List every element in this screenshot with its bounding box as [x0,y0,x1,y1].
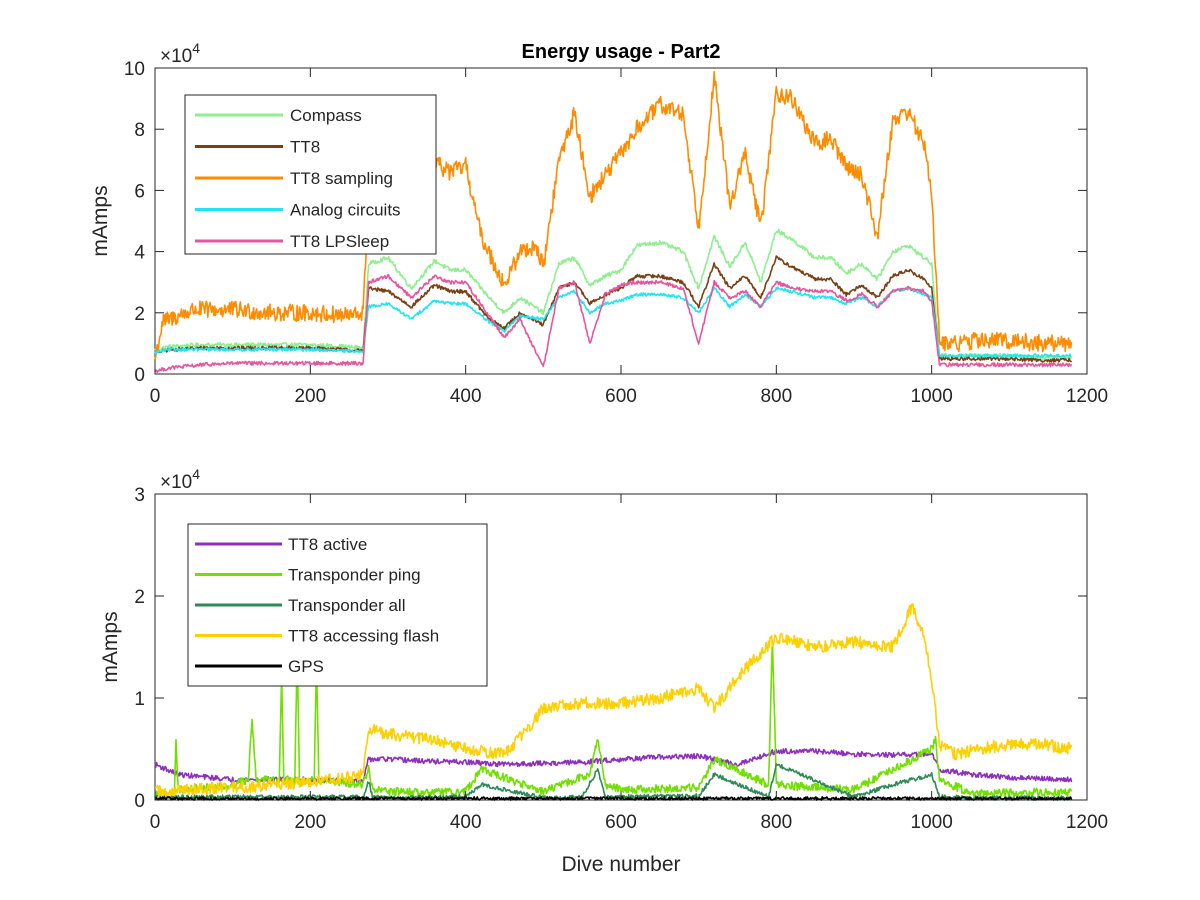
y-exponent-bottom: ×104 [160,466,200,493]
x-tick-label-top-5: 1000 [911,386,953,407]
legend-bottom: TT8 active Transponder ping Transponder al… [187,523,488,687]
x-tick-label-top-4: 800 [760,386,792,407]
legend-label-bottom-3: TT8 accessing flash [288,627,439,646]
chart-top: 0 200 400 600 800 1000 1200 0 2 4 6 8 10 Energy usag… [89,40,1108,407]
y-axis-label-bottom: mAmps [99,611,122,682]
legend-top: Compass TT8 TT8 sampling Analog circuits TT8… [184,94,437,255]
chart-title-top: Energy usage - Part2 [522,41,721,63]
y-axis-label-top: mAmps [89,185,112,256]
chart-bottom: 0 200 400 600 800 1000 1200 0 1 2 3 ×104 mAmps Div… [99,466,1108,876]
x-tick-label-top-0: 0 [150,386,161,407]
y-exponent-text-top: 4 [192,40,200,56]
series-line-top-0 [154,228,1073,361]
legend-label-top-3: Analog circuits [290,201,401,220]
legend-label-top-0: Compass [290,106,362,125]
y-exponent-text-bottom: 4 [192,466,200,482]
y-tick-label-top-3: 6 [134,181,145,202]
y-exponent-top: ×104 [160,40,200,67]
series-group-bottom [154,603,1073,801]
y-tick-label-top-0: 0 [134,365,145,386]
legend-label-top-4: TT8 LPSleep [290,232,389,251]
series-line-bottom-3 [154,603,1073,799]
legend-label-bottom-1: Transponder ping [288,566,421,585]
legend-label-top-1: TT8 [290,138,320,157]
y-tick-label-bottom-2: 2 [134,587,145,608]
x-tick-label-bottom-6: 1200 [1066,812,1108,833]
x-tick-label-bottom-0: 0 [150,812,161,833]
y-tick-label-top-4: 8 [134,120,145,141]
y-tick-label-bottom-1: 1 [134,689,145,710]
series-line-top-4 [154,273,1073,374]
y-multiplier-text-top: ×10 [160,46,192,67]
x-axis-label-bottom: Dive number [561,853,680,876]
series-group-top [154,70,1073,374]
x-tick-label-top-3: 600 [605,386,637,407]
y-tick-label-top-5: 10 [124,59,145,80]
x-tick-label-bottom-3: 600 [605,812,637,833]
x-tick-label-bottom-2: 400 [450,812,482,833]
x-tick-label-top-1: 200 [294,386,326,407]
x-tick-label-bottom-1: 200 [294,812,326,833]
y-tick-label-top-1: 2 [134,304,145,325]
series-line-bottom-4 [154,796,1073,801]
x-tick-label-bottom-5: 1000 [911,812,953,833]
legend-label-bottom-0: TT8 active [288,535,367,554]
x-tick-label-top-6: 1200 [1066,386,1108,407]
legend-label-top-2: TT8 sampling [290,169,393,188]
x-tick-label-top-2: 400 [450,386,482,407]
y-tick-label-bottom-0: 0 [134,791,145,812]
y-tick-label-top-2: 4 [134,243,145,264]
legend-box-top [184,94,437,255]
y-tick-label-bottom-3: 3 [134,485,145,506]
axes-bottom: 0 200 400 600 800 1000 1200 0 1 2 3 [134,485,1108,833]
series-line-top-2 [154,70,1073,360]
y-multiplier-text-bottom: ×10 [160,472,192,493]
x-tick-label-bottom-4: 800 [760,812,792,833]
legend-label-bottom-2: Transponder all [288,596,406,615]
legend-label-bottom-4: GPS [288,657,324,676]
axes-top: 0 200 400 600 800 1000 1200 0 2 4 6 8 10 [124,59,1108,407]
